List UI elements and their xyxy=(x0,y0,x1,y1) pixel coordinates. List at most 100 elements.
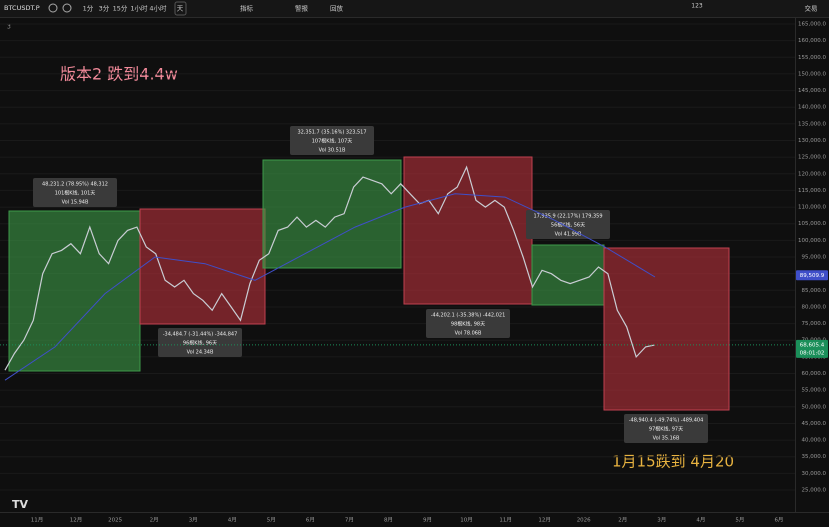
y-tick-label: 75,000.0 xyxy=(802,321,827,327)
annotation: 1月15跌到 4月20 xyxy=(612,453,734,471)
y-tick-label: 95,000.0 xyxy=(802,255,827,261)
measure-text: Vol 35.16B xyxy=(653,436,680,442)
toolbar xyxy=(0,0,829,17)
measure-info xyxy=(624,414,708,443)
x-tick-label: 3月 xyxy=(657,517,666,524)
y-tick-label: 120,000.0 xyxy=(798,171,826,177)
x-tick-label: 5月 xyxy=(267,517,276,524)
y-tick-label: 25,000.0 xyxy=(802,488,827,494)
y-tick-label: 115,000.0 xyxy=(798,188,826,194)
interval[interactable]: 1小时 xyxy=(130,4,148,13)
interval[interactable]: 1分 xyxy=(83,4,94,13)
x-tick-label: 8月 xyxy=(384,517,393,524)
measure-box xyxy=(531,244,605,306)
measure-box xyxy=(603,247,730,411)
y-tick-label: 145,000.0 xyxy=(798,88,826,94)
measure-box xyxy=(262,159,402,269)
x-tick-label: 2026 xyxy=(577,518,591,524)
symbol[interactable]: BTCUSDT.P xyxy=(4,4,40,12)
measure-text: 48,231.2 (78.95%) 48,312 xyxy=(42,182,108,188)
measure-box xyxy=(139,208,266,325)
logo: TV xyxy=(12,498,29,511)
toolbar-button[interactable]: 警报 xyxy=(295,4,309,13)
measure-info xyxy=(526,210,610,239)
y-tick-label: 85,000.0 xyxy=(802,288,827,294)
x-tick-label: 3月 xyxy=(189,517,198,524)
measure-text: 97根K线, 97天 xyxy=(649,426,683,433)
toolbar-items: 1分 3分 15分 1小时 4小时 天 指标 警报 回放 123 交易 xyxy=(83,1,818,16)
y-tick-label: 105,000.0 xyxy=(798,221,826,227)
add-symbol[interactable] xyxy=(48,3,58,13)
measure-text: 56根K线, 56天 xyxy=(551,222,585,229)
measure-text: 17,935.9 (22.17%) 179,359 xyxy=(533,214,602,220)
price-line xyxy=(4,165,656,371)
y-tick-label: 165,000.0 xyxy=(798,21,826,27)
y-tick-label: 155,000.0 xyxy=(798,55,826,61)
x-tick-label: 11月 xyxy=(499,517,512,524)
compare[interactable] xyxy=(62,3,72,13)
y-tick-label: 60,000.0 xyxy=(802,371,827,377)
x-tick-label: 4月 xyxy=(228,517,237,524)
measure-text: Vol 15.94B xyxy=(62,200,89,206)
measure-text: 107根K线, 107天 xyxy=(312,138,353,145)
pane-label: 3 xyxy=(7,24,11,31)
y-tick-label: 45,000.0 xyxy=(802,421,827,427)
measure-text: -48,940.4 (-49.74%) -489,404 xyxy=(629,418,704,424)
x-tick-label: 7月 xyxy=(345,517,354,524)
price-tag-label: 68,605.4 xyxy=(800,342,825,348)
y-tick-label: 40,000.0 xyxy=(802,438,827,444)
x-tick-label: 6月 xyxy=(774,517,783,524)
x-tick-label: 12月 xyxy=(538,517,551,524)
countdown: 08:01:02 xyxy=(800,350,825,356)
interval-active xyxy=(174,1,187,16)
interval[interactable]: 15分 xyxy=(113,4,128,13)
toolbar-button[interactable]: 指标 xyxy=(240,4,254,13)
x-tick-label: 2月 xyxy=(618,517,627,524)
x-tick-label: 6月 xyxy=(306,517,315,524)
y-tick-label: 80,000.0 xyxy=(802,304,827,310)
y-tick-label: 140,000.0 xyxy=(798,105,826,111)
y-tick-label: 150,000.0 xyxy=(798,71,826,77)
x-tick-label: 2月 xyxy=(150,517,159,524)
measure-text: Vol 78.06B xyxy=(455,331,482,337)
badge[interactable]: 123 xyxy=(691,3,703,10)
y-tick-label: 30,000.0 xyxy=(802,471,827,477)
x-tick-label: 4月 xyxy=(696,517,705,524)
x-tick-label: 10月 xyxy=(460,517,473,524)
y-tick-label: 125,000.0 xyxy=(798,155,826,161)
measure-text: 96根K线, 96天 xyxy=(183,340,217,347)
y-tick-label: 35,000.0 xyxy=(802,454,827,460)
trade-button[interactable]: 交易 xyxy=(805,4,818,13)
y-tick-label: 55,000.0 xyxy=(802,388,827,394)
x-tick-label: 12月 xyxy=(70,517,83,524)
price-tag xyxy=(796,270,828,281)
measure-text: 98根K线, 98天 xyxy=(451,321,485,328)
y-tick-label: 135,000.0 xyxy=(798,121,826,127)
x-tick-label: 5月 xyxy=(735,517,744,524)
interval[interactable]: 3分 xyxy=(99,4,110,13)
measure-text: Vol 24.34B xyxy=(187,350,214,356)
measure-info xyxy=(33,178,117,207)
measure-text: -44,202.1 (-35.38%) -442,021 xyxy=(431,313,506,319)
price-tag-label: 89,509.9 xyxy=(800,273,825,279)
toolbar-button[interactable]: 回放 xyxy=(330,4,344,13)
measure-box xyxy=(403,156,533,305)
measure-info xyxy=(290,126,374,155)
y-tick-label: 110,000.0 xyxy=(798,205,826,211)
moving-average xyxy=(4,193,656,381)
measure-text: 32,351.7 (35.16%) 323,517 xyxy=(297,130,366,136)
measure-text: -34,484.7 (-31.44%) -344,847 xyxy=(163,332,238,338)
y-tick-label: 50,000.0 xyxy=(802,404,827,410)
price-tag xyxy=(796,339,828,358)
x-tick-label: 2025 xyxy=(108,518,122,524)
measure-text: Vol 30.51B xyxy=(319,148,346,154)
interval[interactable]: 4小时 xyxy=(149,4,167,13)
measure-text: Vol 41.99B xyxy=(555,232,582,238)
measure-info xyxy=(158,328,242,357)
y-tick-label: 100,000.0 xyxy=(798,238,826,244)
x-tick-label: 11月 xyxy=(31,517,44,524)
measure-box xyxy=(8,210,141,372)
interval[interactable]: 天 xyxy=(177,5,184,13)
measure-info xyxy=(426,309,510,338)
